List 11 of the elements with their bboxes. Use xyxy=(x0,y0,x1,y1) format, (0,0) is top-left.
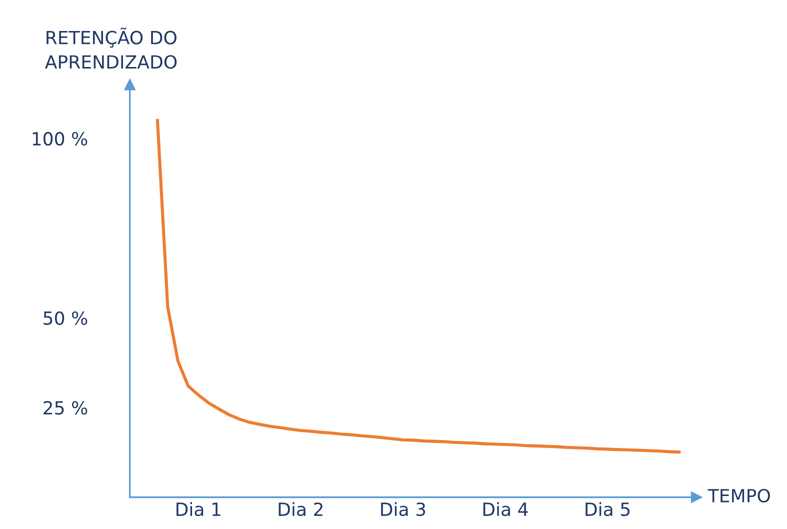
y-tick-label: 25 % xyxy=(44,401,88,415)
x-tick-label: Dia 4 xyxy=(483,502,528,516)
x-tick-label: Dia 3 xyxy=(381,502,426,516)
x-axis-title: TEMPO xyxy=(708,488,770,502)
x-tick-label: Dia 2 xyxy=(278,502,322,516)
line-series xyxy=(156,118,681,454)
x-tick-label: Dia 1 xyxy=(176,502,220,516)
y-tick-label: 50 % xyxy=(44,311,88,325)
x-tick-label: Dia 5 xyxy=(586,502,630,516)
y-axis-title: RETENÇÃO DO APRENDIZADO xyxy=(45,28,177,69)
y-tick-label: 100 % xyxy=(32,132,88,146)
